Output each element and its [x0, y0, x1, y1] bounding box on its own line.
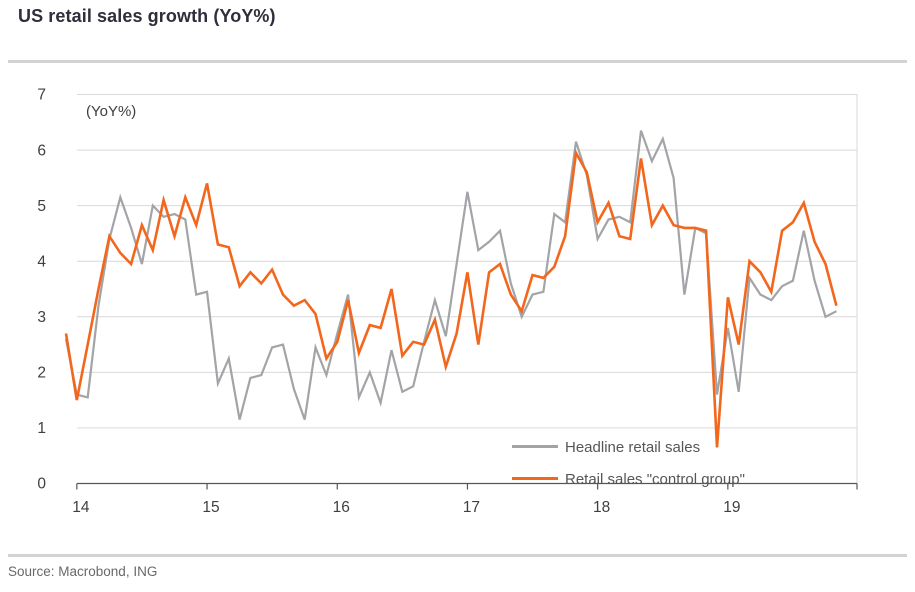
y-tick-label: 4 [37, 253, 46, 270]
legend-label-headline: Headline retail sales [565, 439, 700, 456]
x-tick-label: 17 [463, 499, 480, 516]
y-tick-label: 2 [37, 365, 46, 382]
y-tick-label: 6 [37, 142, 46, 159]
y-tick-label: 1 [37, 420, 46, 437]
x-tick-label: 14 [72, 499, 90, 516]
page-title: US retail sales growth (YoY%) [18, 6, 276, 26]
x-tick-label: 16 [333, 499, 350, 516]
source-text: Source: Macrobond, ING [8, 564, 158, 579]
y-tick-label: 5 [37, 198, 46, 215]
bottom-divider [8, 554, 907, 557]
top-divider [8, 60, 907, 63]
x-tick-label: 15 [202, 499, 219, 516]
yoy-axis-annotation: (YoY%) [86, 103, 137, 120]
x-tick-label: 19 [723, 499, 740, 516]
headline-series-line [64, 130, 837, 420]
y-tick-label: 0 [37, 476, 46, 493]
x-tick-label: 18 [593, 499, 610, 516]
legend-label-control-group: Retail sales "control group" [565, 471, 745, 488]
y-tick-label: 7 [37, 87, 46, 104]
control-group-series-line [64, 148, 838, 448]
y-tick-label: 3 [37, 309, 46, 326]
